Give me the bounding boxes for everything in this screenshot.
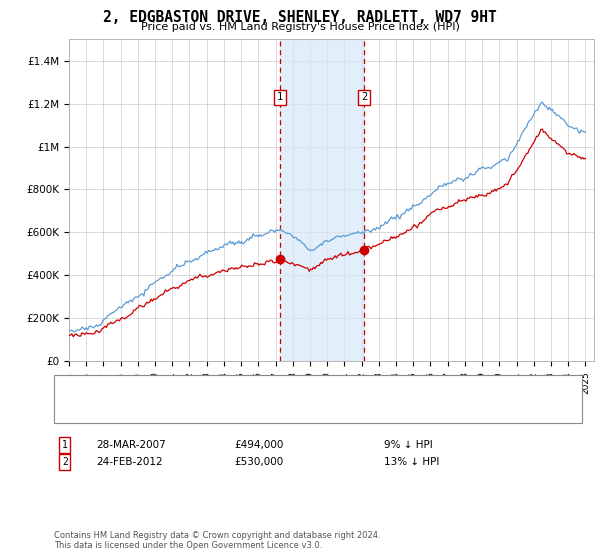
Text: Contains HM Land Registry data © Crown copyright and database right 2024.
This d: Contains HM Land Registry data © Crown c… bbox=[54, 530, 380, 550]
Text: £530,000: £530,000 bbox=[234, 457, 283, 467]
Text: 13% ↓ HPI: 13% ↓ HPI bbox=[384, 457, 439, 467]
Text: 1: 1 bbox=[62, 440, 68, 450]
Bar bbox=[280, 39, 364, 361]
Text: Price paid vs. HM Land Registry's House Price Index (HPI): Price paid vs. HM Land Registry's House … bbox=[140, 22, 460, 32]
Text: 2, EDGBASTON DRIVE, SHENLEY, RADLETT, WD7 9HT: 2, EDGBASTON DRIVE, SHENLEY, RADLETT, WD… bbox=[103, 10, 497, 25]
Text: £494,000: £494,000 bbox=[234, 440, 283, 450]
Text: 9% ↓ HPI: 9% ↓ HPI bbox=[384, 440, 433, 450]
Text: 24-FEB-2012: 24-FEB-2012 bbox=[96, 457, 163, 467]
Text: 1: 1 bbox=[277, 92, 283, 102]
Text: 2: 2 bbox=[62, 457, 68, 467]
Text: HPI: Average price, detached house, Hertsmere: HPI: Average price, detached house, Hert… bbox=[102, 404, 335, 414]
Text: 2: 2 bbox=[361, 92, 367, 102]
Text: 2, EDGBASTON DRIVE, SHENLEY, RADLETT, WD7 9HT (detached house): 2, EDGBASTON DRIVE, SHENLEY, RADLETT, WD… bbox=[102, 384, 452, 394]
Text: 28-MAR-2007: 28-MAR-2007 bbox=[96, 440, 166, 450]
